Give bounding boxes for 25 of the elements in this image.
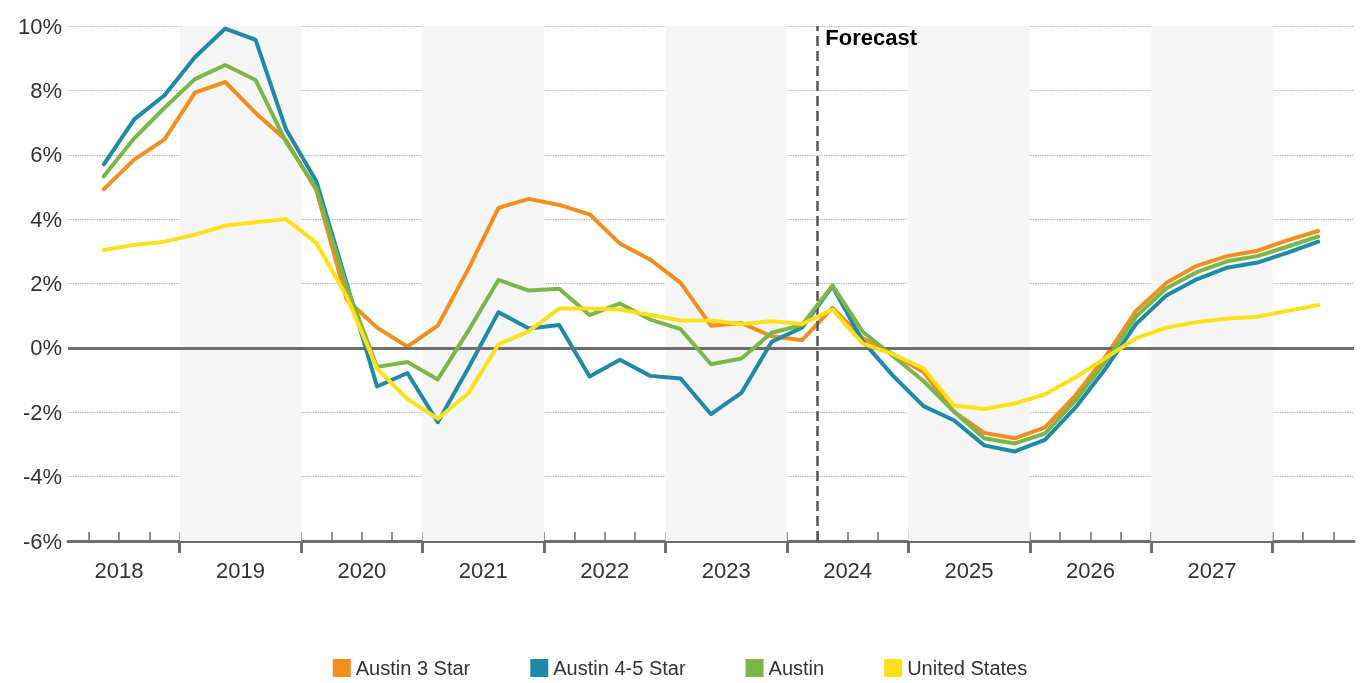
y-tick-label: 0% — [30, 335, 62, 361]
y-tick-label: 4% — [30, 206, 62, 232]
x-tick-label: 2027 — [1187, 557, 1237, 583]
x-tick-label: 2026 — [1066, 557, 1115, 583]
y-tick-label: -4% — [22, 464, 62, 490]
legend-label: Austin 4-5 Star — [553, 657, 686, 679]
x-tick-label: 2021 — [458, 557, 508, 583]
x-tick-label: 2020 — [337, 557, 387, 583]
y-tick-label: 2% — [30, 271, 62, 296]
x-tick-label: 2022 — [580, 557, 630, 583]
y-tick-label: -6% — [22, 528, 62, 554]
x-tick-label: 2018 — [94, 557, 144, 583]
x-tick-label: 2024 — [823, 557, 873, 583]
y-tick-label: 6% — [30, 142, 62, 168]
x-tick-label: 2019 — [215, 557, 265, 583]
legend-label: United States — [907, 657, 1028, 679]
y-tick-label: 8% — [30, 77, 62, 103]
x-tick-label: 2023 — [701, 557, 751, 583]
x-tick-label: 2025 — [944, 557, 994, 583]
line-series — [101, 217, 1321, 421]
ref-line-label: Forecast — [825, 24, 918, 50]
y-tick-label: -2% — [22, 399, 62, 425]
legend-label: Austin 3 Star — [355, 657, 471, 679]
legend-label: Austin — [768, 657, 825, 679]
y-tick-label: 10% — [17, 13, 62, 39]
